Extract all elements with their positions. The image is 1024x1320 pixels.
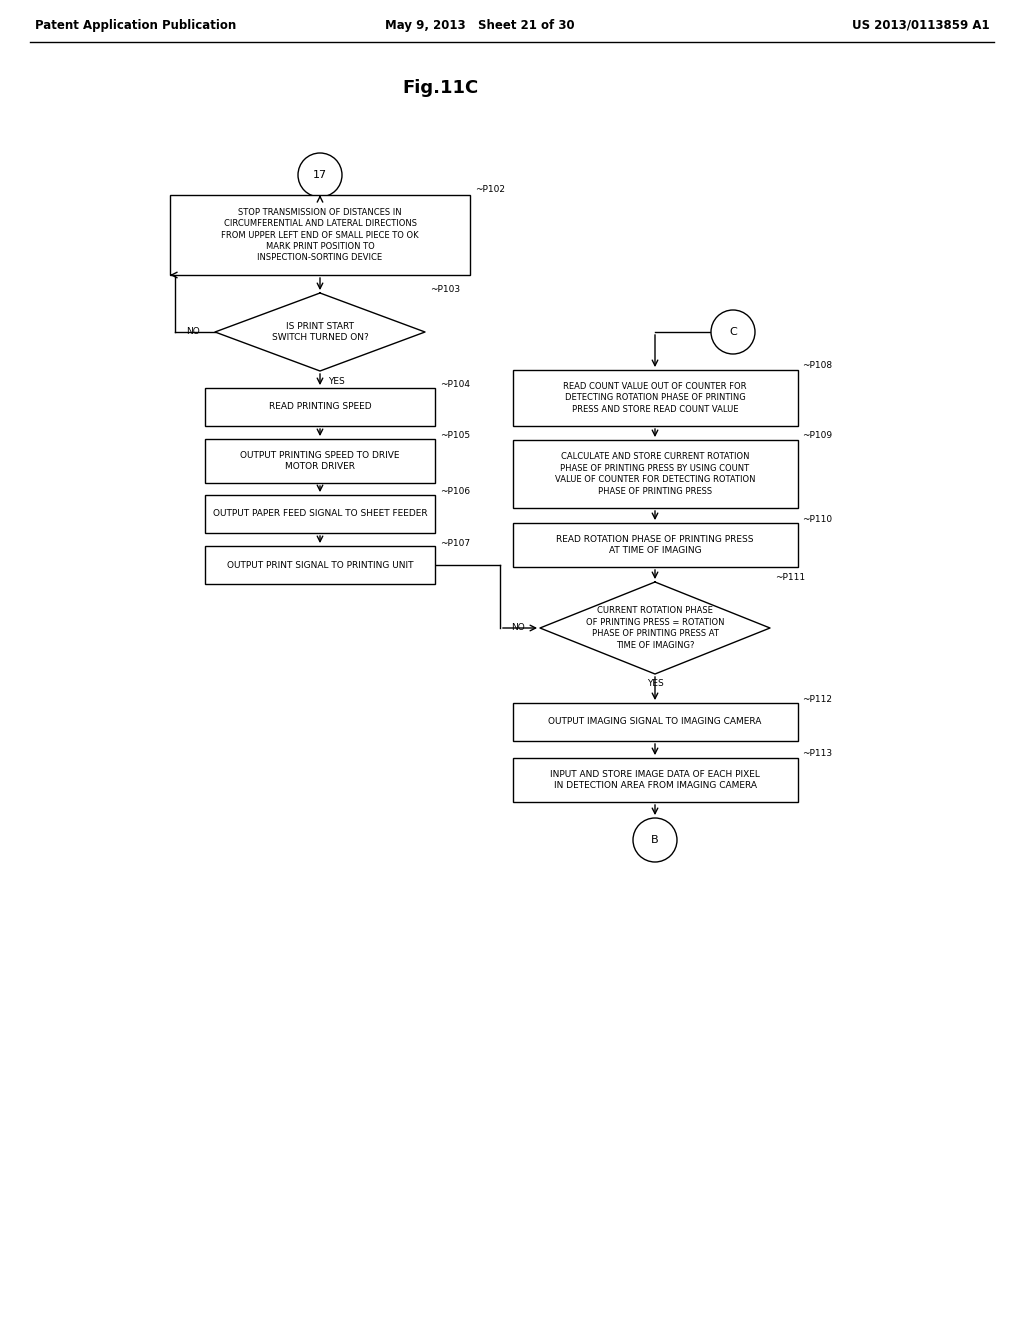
Text: Fig.11C: Fig.11C xyxy=(401,79,478,96)
Text: CALCULATE AND STORE CURRENT ROTATION
PHASE OF PRINTING PRESS BY USING COUNT
VALU: CALCULATE AND STORE CURRENT ROTATION PHA… xyxy=(555,453,756,496)
Text: May 9, 2013   Sheet 21 of 30: May 9, 2013 Sheet 21 of 30 xyxy=(385,18,574,32)
Text: ~P113: ~P113 xyxy=(803,750,833,759)
Text: ~P112: ~P112 xyxy=(803,696,833,705)
FancyBboxPatch shape xyxy=(170,195,470,275)
Text: US 2013/0113859 A1: US 2013/0113859 A1 xyxy=(852,18,990,32)
Text: 17: 17 xyxy=(313,170,327,180)
Text: ~P102: ~P102 xyxy=(475,186,505,194)
Text: ~P111: ~P111 xyxy=(775,573,805,582)
Text: OUTPUT IMAGING SIGNAL TO IMAGING CAMERA: OUTPUT IMAGING SIGNAL TO IMAGING CAMERA xyxy=(548,718,762,726)
FancyBboxPatch shape xyxy=(512,523,798,568)
Text: NO: NO xyxy=(186,327,200,337)
Text: ~P110: ~P110 xyxy=(803,515,833,524)
FancyBboxPatch shape xyxy=(205,440,435,483)
Text: ~P109: ~P109 xyxy=(803,432,833,441)
Text: NO: NO xyxy=(511,623,525,632)
Text: C: C xyxy=(729,327,737,337)
FancyBboxPatch shape xyxy=(205,388,435,426)
Text: OUTPUT PRINTING SPEED TO DRIVE
MOTOR DRIVER: OUTPUT PRINTING SPEED TO DRIVE MOTOR DRI… xyxy=(241,450,399,471)
Text: IS PRINT START
SWITCH TURNED ON?: IS PRINT START SWITCH TURNED ON? xyxy=(271,322,369,342)
Text: READ ROTATION PHASE OF PRINTING PRESS
AT TIME OF IMAGING: READ ROTATION PHASE OF PRINTING PRESS AT… xyxy=(556,535,754,556)
FancyBboxPatch shape xyxy=(205,495,435,533)
Text: INPUT AND STORE IMAGE DATA OF EACH PIXEL
IN DETECTION AREA FROM IMAGING CAMERA: INPUT AND STORE IMAGE DATA OF EACH PIXEL… xyxy=(550,770,760,791)
Text: READ PRINTING SPEED: READ PRINTING SPEED xyxy=(268,403,372,412)
Text: STOP TRANSMISSION OF DISTANCES IN
CIRCUMFERENTIAL AND LATERAL DIRECTIONS
FROM UP: STOP TRANSMISSION OF DISTANCES IN CIRCUM… xyxy=(221,207,419,263)
Text: YES: YES xyxy=(328,376,345,385)
Text: ~P108: ~P108 xyxy=(803,362,833,371)
FancyBboxPatch shape xyxy=(205,546,435,583)
Circle shape xyxy=(633,818,677,862)
Text: ~P106: ~P106 xyxy=(440,487,470,496)
Text: OUTPUT PRINT SIGNAL TO PRINTING UNIT: OUTPUT PRINT SIGNAL TO PRINTING UNIT xyxy=(226,561,414,569)
Text: B: B xyxy=(651,836,658,845)
FancyBboxPatch shape xyxy=(512,704,798,741)
Text: ~P104: ~P104 xyxy=(440,380,470,389)
Circle shape xyxy=(711,310,755,354)
Text: ~P105: ~P105 xyxy=(440,430,470,440)
FancyBboxPatch shape xyxy=(512,370,798,426)
FancyBboxPatch shape xyxy=(512,440,798,508)
Text: YES: YES xyxy=(646,680,664,689)
Text: ~P103: ~P103 xyxy=(430,285,460,294)
Circle shape xyxy=(298,153,342,197)
Text: CURRENT ROTATION PHASE
OF PRINTING PRESS = ROTATION
PHASE OF PRINTING PRESS AT
T: CURRENT ROTATION PHASE OF PRINTING PRESS… xyxy=(586,606,724,649)
Text: ~P107: ~P107 xyxy=(440,539,470,548)
FancyBboxPatch shape xyxy=(512,758,798,803)
Text: READ COUNT VALUE OUT OF COUNTER FOR
DETECTING ROTATION PHASE OF PRINTING
PRESS A: READ COUNT VALUE OUT OF COUNTER FOR DETE… xyxy=(563,381,746,414)
Text: OUTPUT PAPER FEED SIGNAL TO SHEET FEEDER: OUTPUT PAPER FEED SIGNAL TO SHEET FEEDER xyxy=(213,510,427,519)
Text: Patent Application Publication: Patent Application Publication xyxy=(35,18,237,32)
